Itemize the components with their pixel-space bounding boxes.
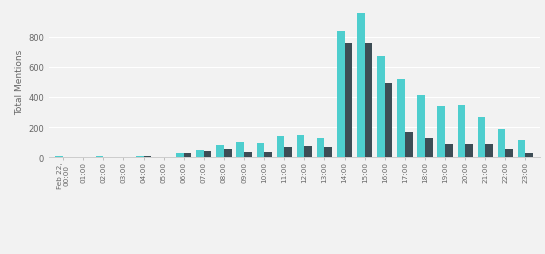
Bar xyxy=(417,95,425,157)
Bar xyxy=(277,136,284,157)
Bar xyxy=(344,44,352,157)
Y-axis label: Total Mentions: Total Mentions xyxy=(15,50,24,115)
Bar xyxy=(216,146,224,157)
Bar xyxy=(498,129,505,157)
Bar xyxy=(465,144,473,157)
Bar xyxy=(264,152,272,157)
Bar xyxy=(257,143,264,157)
Bar xyxy=(184,154,191,157)
Bar xyxy=(337,31,344,157)
Bar xyxy=(365,44,372,157)
Bar xyxy=(525,153,533,157)
Bar xyxy=(438,106,445,157)
Bar xyxy=(196,151,204,157)
Bar xyxy=(445,144,453,157)
Bar xyxy=(518,140,525,157)
Bar xyxy=(324,147,332,157)
Bar xyxy=(296,136,304,157)
Bar xyxy=(405,132,413,157)
Bar xyxy=(505,149,513,157)
Bar xyxy=(485,144,493,157)
Bar xyxy=(224,149,232,157)
Bar xyxy=(237,142,244,157)
Bar xyxy=(458,106,465,157)
Bar xyxy=(357,14,365,157)
Bar xyxy=(284,147,292,157)
Bar xyxy=(143,156,151,157)
Bar xyxy=(377,57,385,157)
Bar xyxy=(204,151,211,157)
Bar xyxy=(304,146,312,157)
Bar xyxy=(397,80,405,157)
Bar xyxy=(176,153,184,157)
Bar xyxy=(477,118,485,157)
Bar xyxy=(425,138,433,157)
Bar xyxy=(244,152,252,157)
Bar xyxy=(317,138,324,157)
Bar xyxy=(385,83,392,157)
